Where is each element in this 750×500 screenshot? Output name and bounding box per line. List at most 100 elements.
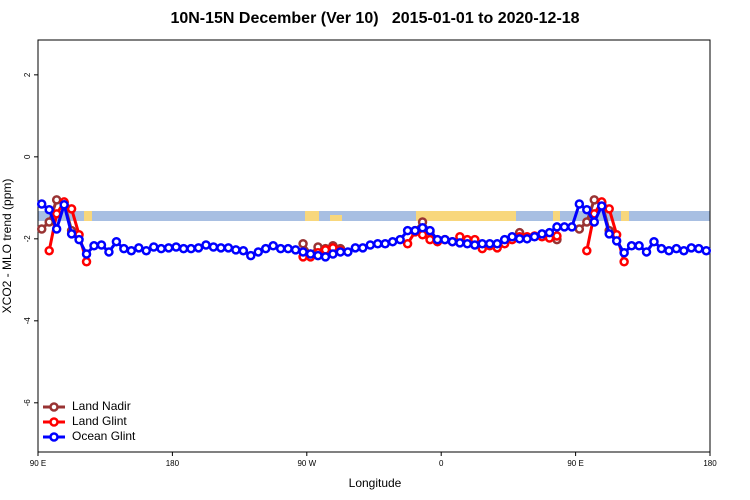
point <box>582 204 592 215</box>
point <box>611 236 622 246</box>
point <box>559 222 570 232</box>
plot-frame <box>37 39 711 453</box>
point <box>36 199 47 209</box>
point <box>589 217 600 227</box>
point <box>126 245 137 256</box>
point <box>59 200 69 210</box>
legend-label: Land Nadir <box>72 399 131 413</box>
point <box>305 249 316 259</box>
point <box>619 248 629 258</box>
point <box>66 229 77 239</box>
point <box>477 238 488 249</box>
y-axis-label: XCO2 - MLO trend (ppm) <box>0 179 14 314</box>
point <box>253 247 264 257</box>
point <box>634 241 644 251</box>
point <box>231 245 241 255</box>
point <box>89 241 99 251</box>
point <box>66 204 77 214</box>
point <box>395 234 405 245</box>
point <box>238 245 249 256</box>
x-tick-label: 0 <box>439 459 444 468</box>
point <box>246 250 256 261</box>
legend-marker <box>49 432 59 442</box>
point <box>268 241 278 251</box>
point <box>208 242 219 252</box>
point <box>440 234 450 245</box>
x-tick-label: 180 <box>166 459 180 468</box>
point <box>193 243 204 253</box>
point <box>298 247 308 257</box>
point <box>372 238 383 249</box>
point <box>701 245 712 256</box>
point <box>36 224 47 234</box>
point <box>223 243 234 253</box>
point <box>641 247 652 257</box>
point <box>119 243 129 254</box>
point <box>186 243 196 254</box>
point <box>529 232 540 242</box>
point <box>552 231 562 241</box>
point <box>574 224 585 234</box>
point <box>402 238 413 249</box>
point <box>328 249 338 259</box>
point <box>410 225 420 236</box>
legend-label: Ocean Glint <box>72 429 136 443</box>
point <box>96 240 107 250</box>
point <box>537 229 547 239</box>
point <box>275 243 286 254</box>
point <box>582 245 592 256</box>
point <box>596 201 607 211</box>
point <box>335 247 346 257</box>
x-tick-label: 90 E <box>567 459 583 468</box>
point <box>402 225 413 236</box>
point <box>51 195 62 205</box>
point <box>679 245 689 256</box>
point <box>171 242 181 252</box>
x-tick-label: 90 W <box>297 459 316 468</box>
x-tick-label: 180 <box>703 459 717 468</box>
point <box>358 243 368 253</box>
point <box>163 243 174 253</box>
point <box>514 234 525 244</box>
point <box>365 240 376 250</box>
point <box>604 229 614 239</box>
map-strip <box>38 211 710 221</box>
point <box>313 250 323 261</box>
point <box>260 243 271 254</box>
point <box>425 225 435 236</box>
land-patches <box>84 211 629 221</box>
legend-label: Land Glint <box>72 414 127 428</box>
point <box>380 238 390 249</box>
point <box>447 236 458 247</box>
point <box>81 257 92 267</box>
point <box>694 243 704 254</box>
y-tick-label: -4 <box>23 317 32 325</box>
point <box>81 249 92 259</box>
point <box>664 245 674 256</box>
point <box>455 238 465 248</box>
point <box>156 243 166 254</box>
point <box>283 243 293 254</box>
point <box>686 243 697 253</box>
point <box>178 243 189 254</box>
y-tick-label: 2 <box>23 72 32 77</box>
point <box>649 236 659 247</box>
point <box>589 195 600 205</box>
y-tick-label: 0 <box>23 154 32 159</box>
point <box>134 243 144 253</box>
point <box>44 204 54 215</box>
point <box>104 247 114 257</box>
point <box>656 243 667 254</box>
point <box>432 234 443 245</box>
x-axis-label: Longitude <box>349 476 402 490</box>
y-tick-label: -2 <box>23 235 32 243</box>
point <box>417 223 428 233</box>
point <box>216 243 226 253</box>
point <box>574 199 585 209</box>
point <box>387 236 398 247</box>
point <box>343 247 353 257</box>
point <box>626 241 637 251</box>
point <box>582 217 592 227</box>
point <box>567 222 577 232</box>
